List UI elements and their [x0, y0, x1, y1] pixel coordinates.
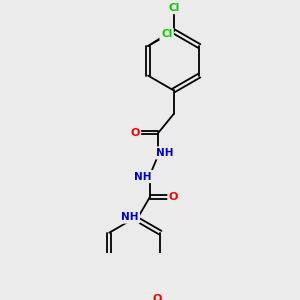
Text: NH: NH — [134, 172, 152, 182]
Text: Cl: Cl — [161, 29, 172, 39]
Text: O: O — [130, 128, 140, 138]
Text: NH: NH — [157, 148, 174, 158]
Text: Cl: Cl — [168, 3, 179, 13]
Text: NH: NH — [121, 212, 139, 222]
Text: O: O — [169, 192, 178, 202]
Text: O: O — [152, 294, 161, 300]
